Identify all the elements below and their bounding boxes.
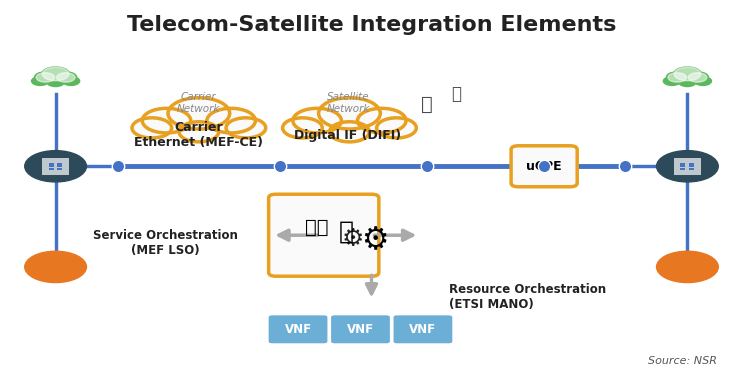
FancyBboxPatch shape <box>48 165 53 167</box>
Circle shape <box>688 72 708 82</box>
Text: Digital IF (DIFI): Digital IF (DIFI) <box>294 129 401 142</box>
Text: Satellite
Network: Satellite Network <box>326 92 370 114</box>
Circle shape <box>673 67 701 81</box>
Point <box>421 163 432 169</box>
FancyBboxPatch shape <box>42 158 70 175</box>
Circle shape <box>25 150 86 182</box>
Point <box>112 163 124 169</box>
FancyBboxPatch shape <box>689 168 694 170</box>
Circle shape <box>657 251 718 283</box>
Circle shape <box>56 73 75 82</box>
Circle shape <box>688 73 707 82</box>
FancyBboxPatch shape <box>689 163 694 165</box>
Circle shape <box>31 77 49 85</box>
Circle shape <box>42 67 69 81</box>
Circle shape <box>62 77 80 85</box>
Text: Resource Orchestration
(ETSI MANO): Resource Orchestration (ETSI MANO) <box>449 283 606 311</box>
Text: Service Orchestration
(MEF LSO): Service Orchestration (MEF LSO) <box>94 229 239 257</box>
Circle shape <box>668 73 687 82</box>
FancyBboxPatch shape <box>689 165 694 167</box>
FancyBboxPatch shape <box>681 165 686 167</box>
Text: 🛰: 🛰 <box>451 85 461 102</box>
FancyBboxPatch shape <box>57 163 62 165</box>
Text: Carrier
Network: Carrier Network <box>177 92 221 114</box>
FancyBboxPatch shape <box>269 315 328 343</box>
Text: 📡: 📡 <box>421 95 432 114</box>
Circle shape <box>674 67 701 81</box>
FancyBboxPatch shape <box>331 315 390 343</box>
FancyBboxPatch shape <box>681 163 686 165</box>
Circle shape <box>42 67 70 81</box>
Text: 🧑‍💻: 🧑‍💻 <box>305 218 328 237</box>
Circle shape <box>25 251 86 283</box>
FancyBboxPatch shape <box>36 80 76 83</box>
Text: VNF: VNF <box>409 323 436 336</box>
Circle shape <box>56 72 77 82</box>
FancyBboxPatch shape <box>269 194 379 276</box>
Text: ⚙: ⚙ <box>362 226 389 255</box>
Text: Telecom-Satellite Integration Elements: Telecom-Satellite Integration Elements <box>127 15 616 35</box>
FancyBboxPatch shape <box>57 168 62 170</box>
FancyBboxPatch shape <box>394 315 452 343</box>
Circle shape <box>663 77 681 85</box>
Text: Carrier
Ethernet (MEF-CE): Carrier Ethernet (MEF-CE) <box>134 121 263 149</box>
Text: VNF: VNF <box>285 323 311 336</box>
Circle shape <box>666 72 687 82</box>
FancyBboxPatch shape <box>48 163 53 165</box>
FancyBboxPatch shape <box>48 168 53 170</box>
Point <box>619 163 631 169</box>
Circle shape <box>35 72 55 82</box>
Circle shape <box>679 78 696 86</box>
Circle shape <box>36 73 55 82</box>
FancyBboxPatch shape <box>673 158 701 175</box>
Circle shape <box>657 150 718 182</box>
FancyBboxPatch shape <box>667 80 707 83</box>
Text: uCPE: uCPE <box>526 160 562 173</box>
Text: VNF: VNF <box>347 323 374 336</box>
Point <box>538 163 550 169</box>
Circle shape <box>47 78 64 86</box>
Text: ⚙: ⚙ <box>342 227 364 251</box>
Point <box>273 163 285 169</box>
FancyBboxPatch shape <box>57 165 62 167</box>
FancyBboxPatch shape <box>511 146 577 187</box>
Text: ⛹: ⛹ <box>338 219 353 243</box>
Text: Source: NSR: Source: NSR <box>648 355 717 366</box>
Circle shape <box>694 77 712 85</box>
FancyBboxPatch shape <box>681 168 686 170</box>
